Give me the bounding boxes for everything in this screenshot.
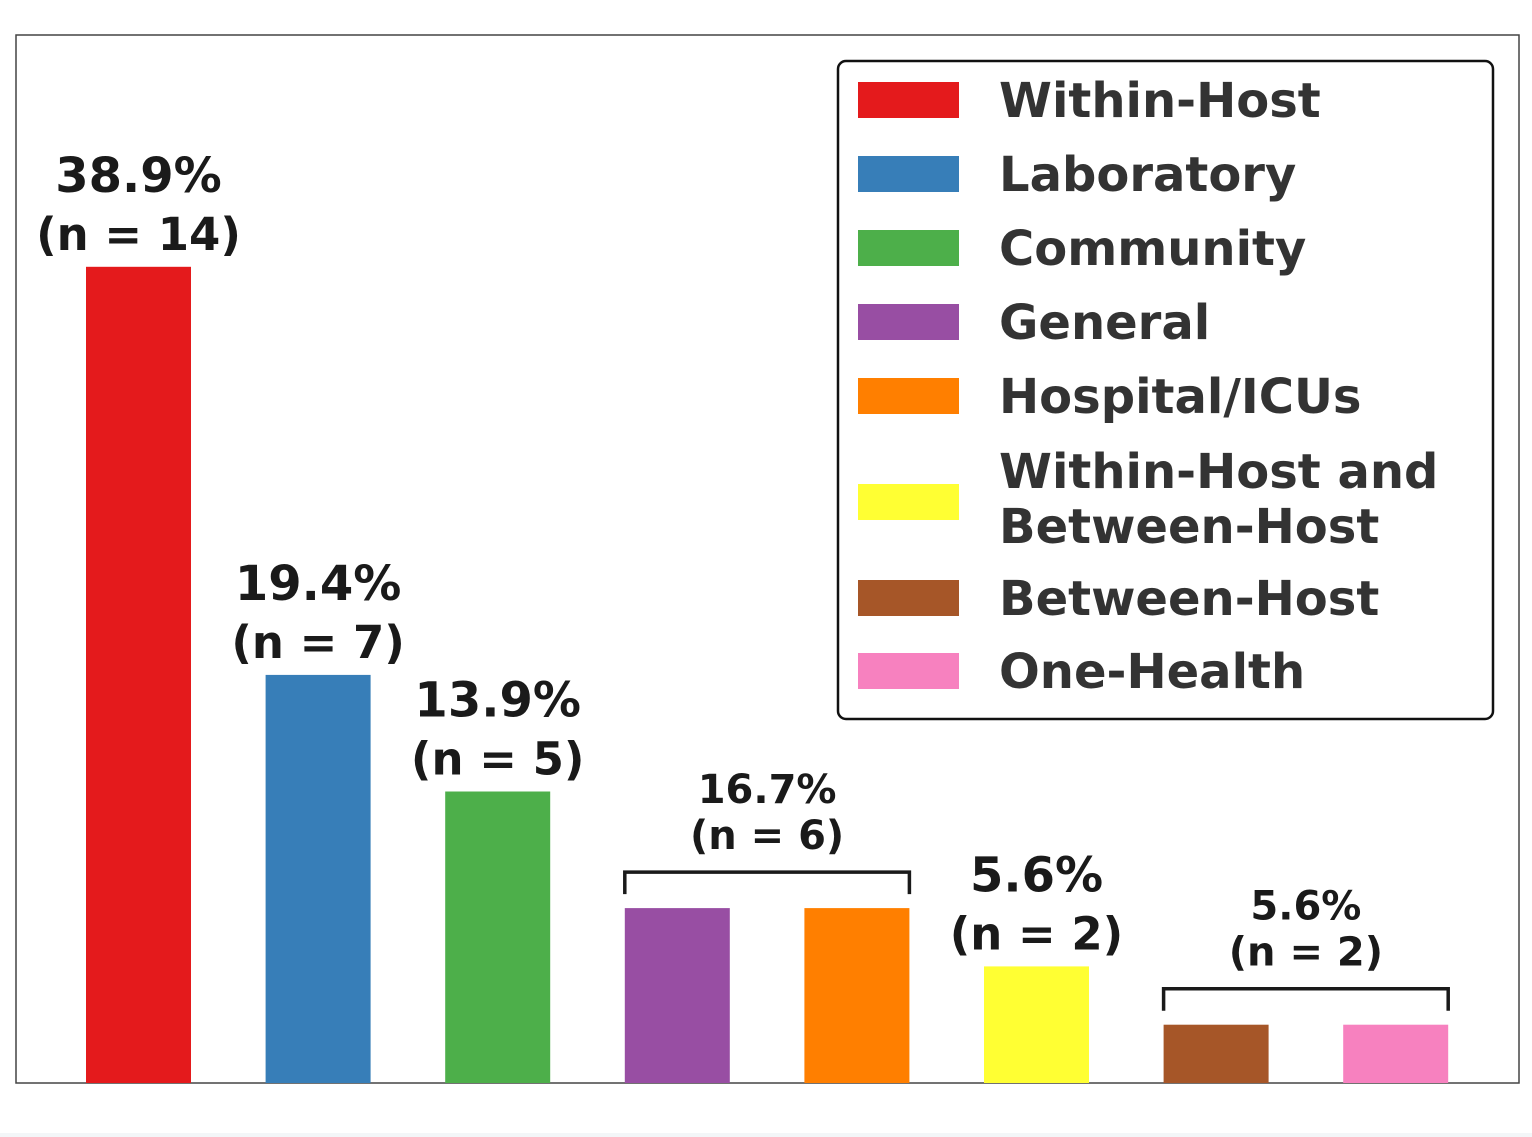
bar-label-pct-0: 38.9% [55, 148, 222, 204]
bar-label-n-0: (n = 14) [36, 208, 241, 261]
legend-label-3: General [999, 295, 1210, 351]
bar-label-n-3: (n = 6) [690, 813, 844, 859]
bar-6 [1163, 1024, 1269, 1083]
bar-0 [86, 266, 191, 1083]
bar-label-pct-4: 5.6% [970, 847, 1103, 903]
legend-swatch-3 [858, 304, 959, 340]
legend-label-0: Within-Host [999, 73, 1321, 129]
bar-label-n-1: (n = 7) [231, 616, 405, 669]
group-bracket-3 [623, 870, 912, 895]
bar-3 [624, 908, 730, 1083]
bar-2 [445, 791, 551, 1083]
bar-label-pct-2: 13.9% [414, 673, 581, 729]
legend-label-5: Within-Host and [999, 444, 1438, 500]
bars [86, 266, 1449, 1083]
bar-label-pct-5: 5.6% [1250, 884, 1361, 930]
legend: Within-Host Laboratory Community General Hos… [836, 59, 1495, 721]
bar-4 [804, 908, 910, 1083]
bar-7 [1343, 1024, 1449, 1083]
legend-label-7: One-Health [999, 644, 1305, 700]
bar-5 [984, 966, 1089, 1083]
bar-1 [265, 674, 371, 1083]
legend-swatch-2 [858, 230, 959, 266]
bar-label-n-5: (n = 2) [1229, 930, 1383, 976]
bar-label-pct-1: 19.4% [235, 556, 402, 612]
legend-label-4: Hospital/ICUs [999, 369, 1361, 425]
legend-label-5-line2: Between-Host [999, 499, 1379, 555]
bar-labels: 38.9%(n = 14) 19.4%(n = 7)13.9%(n = 5) 16.… [36, 148, 1450, 1011]
legend-label-1: Laboratory [999, 147, 1296, 203]
bar-label-n-4: (n = 2) [950, 907, 1124, 960]
legend-swatch-7 [858, 653, 959, 689]
legend-swatch-1 [858, 156, 959, 192]
legend-swatch-0 [858, 82, 959, 118]
legend-swatch-5 [858, 484, 959, 520]
legend-label-6: Between-Host [999, 571, 1379, 627]
group-bracket-5 [1161, 986, 1450, 1011]
bar-label-pct-3: 16.7% [698, 767, 837, 813]
bar-label-n-2: (n = 5) [411, 733, 585, 786]
legend-swatch-4 [858, 378, 959, 414]
legend-swatch-6 [858, 580, 959, 616]
legend-frame [836, 59, 1495, 721]
legend-label-2: Community [999, 221, 1306, 277]
